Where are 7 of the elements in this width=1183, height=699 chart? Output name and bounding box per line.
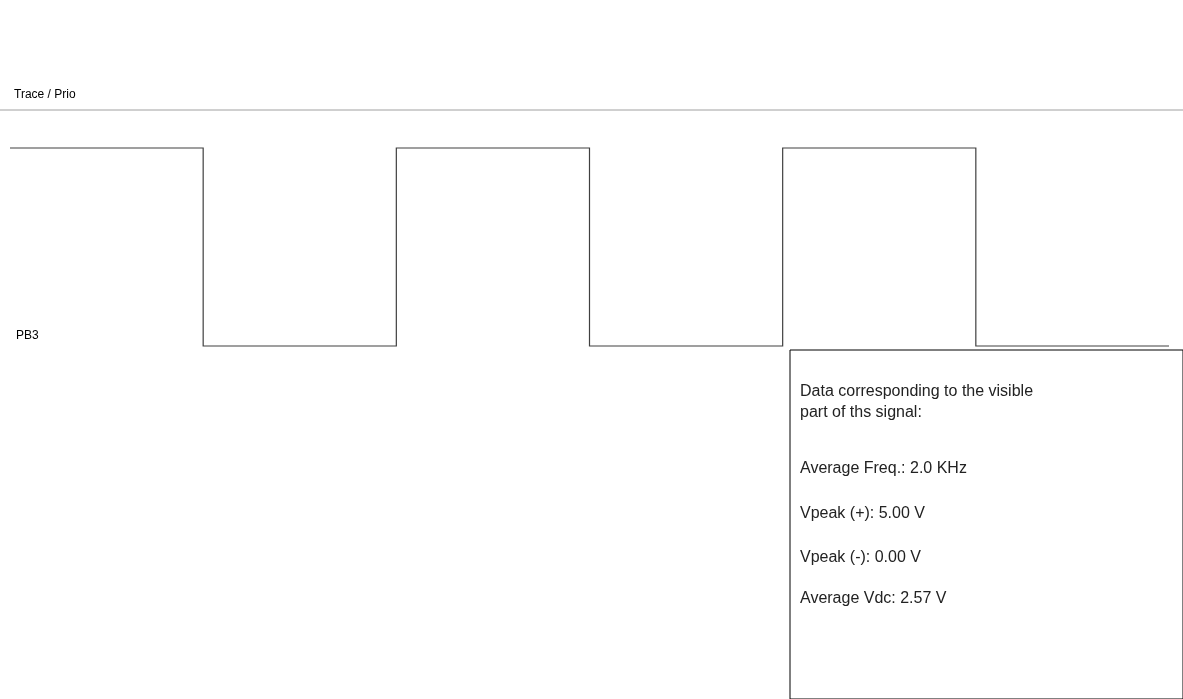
text: Vpeak (+): 5.00 V (800, 504, 926, 521)
text: Data corresponding to the visible part of ths signal: (800, 382, 1034, 420)
text: Average Freq.: 2.0 KHz (800, 459, 967, 476)
text: Trace / Prio (14, 87, 76, 101)
text: Vpeak (-): 0.00 V (800, 548, 922, 565)
text: Average Vdc: 2.57 V (800, 589, 947, 606)
text: PB3 (16, 328, 40, 342)
